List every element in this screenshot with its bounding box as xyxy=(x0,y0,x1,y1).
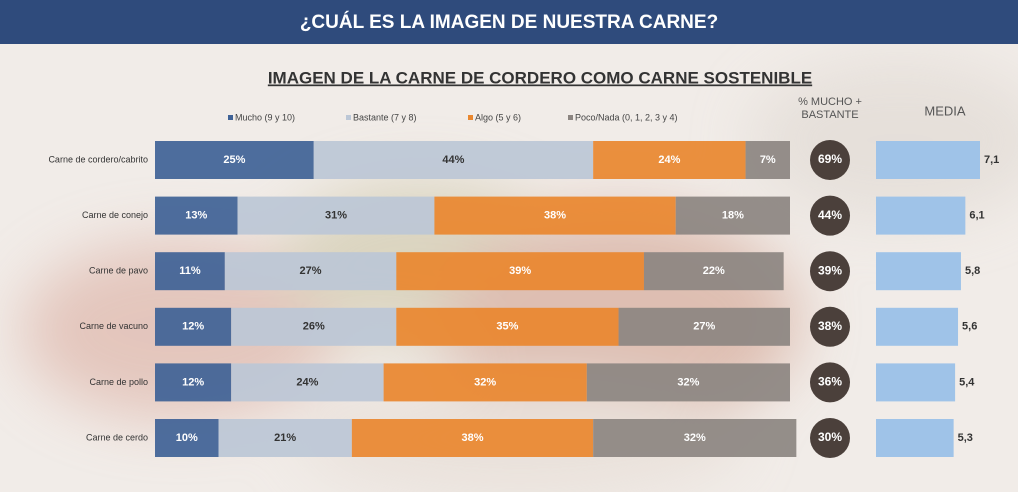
value-label: 32% xyxy=(677,376,699,388)
bar-segment xyxy=(383,363,587,402)
value-label: 32% xyxy=(474,376,496,388)
bar-segment xyxy=(593,141,746,179)
media-bar xyxy=(876,363,956,402)
media-bar xyxy=(876,141,980,179)
bar-segment xyxy=(155,252,225,291)
value-label: 39% xyxy=(509,265,531,277)
bar-segment xyxy=(643,252,784,291)
value-label: 38% xyxy=(544,210,566,222)
bar-segment xyxy=(351,419,594,457)
bar-segment xyxy=(231,307,397,346)
value-label: 10% xyxy=(176,432,198,444)
bar-segment xyxy=(231,363,384,402)
bar-segment xyxy=(155,141,314,179)
value-label: 11% xyxy=(179,265,201,277)
value-label: 24% xyxy=(658,154,680,166)
legend-swatch xyxy=(468,115,473,120)
category-label: Carne de vacuno xyxy=(79,321,148,331)
value-label: 24% xyxy=(296,376,318,388)
media-bar xyxy=(876,252,961,291)
value-label: 35% xyxy=(496,321,518,333)
bar-segment xyxy=(155,307,232,346)
bar-segment xyxy=(155,363,232,402)
total-circle xyxy=(810,251,850,292)
media-title: MEDIA xyxy=(924,103,966,118)
total-circle xyxy=(810,195,850,236)
total-circle xyxy=(810,418,850,458)
media-bar xyxy=(876,307,959,346)
bar-segment xyxy=(593,419,797,457)
value-label: 27% xyxy=(693,321,715,333)
value-label: 27% xyxy=(300,265,322,277)
value-label: 21% xyxy=(274,432,296,444)
value-label: 44% xyxy=(442,154,464,166)
category-label: Carne de pollo xyxy=(89,377,148,387)
value-label: 18% xyxy=(722,210,744,222)
bar-segment xyxy=(745,141,790,179)
bar-segment xyxy=(396,252,644,291)
bar-segment xyxy=(237,196,435,235)
bar-segment xyxy=(396,307,619,346)
value-label: 31% xyxy=(325,210,347,222)
value-label: 13% xyxy=(185,210,207,222)
bar-segment xyxy=(434,196,676,235)
category-label: Carne de pavo xyxy=(89,266,148,276)
bar-segment xyxy=(313,141,594,179)
value-label: 32% xyxy=(684,432,706,444)
legend-label: Algo (5 y 6) xyxy=(475,112,521,122)
totals-title: % MUCHO + BASTANTE xyxy=(798,96,862,121)
category-label: Carne de cerdo xyxy=(86,432,148,442)
bar-segment xyxy=(155,419,219,457)
bar-segment xyxy=(218,419,352,457)
value-label: 38% xyxy=(461,432,483,444)
legend-swatch xyxy=(228,115,233,120)
total-label: 30% xyxy=(818,430,842,444)
total-circle xyxy=(810,140,850,180)
bar-segment xyxy=(618,307,790,346)
total-label: 39% xyxy=(818,263,842,277)
value-label: 12% xyxy=(182,321,204,333)
legend-label: Mucho (9 y 10) xyxy=(235,112,295,122)
bar-segment xyxy=(224,252,397,291)
value-label: 12% xyxy=(182,376,204,388)
total-circle xyxy=(810,306,850,347)
chart-title: IMAGEN DE LA CARNE DE CORDERO COMO CARNE… xyxy=(268,68,812,87)
media-label: 7,1 xyxy=(984,154,999,166)
total-label: 69% xyxy=(818,152,842,166)
value-label: 7% xyxy=(760,154,776,166)
media-label: 5,4 xyxy=(959,376,975,388)
bar-segment xyxy=(155,196,238,235)
legend-label: Bastante (7 y 8) xyxy=(353,112,417,122)
media-bar xyxy=(876,196,966,235)
media-label: 5,8 xyxy=(965,265,980,277)
header-bar xyxy=(0,0,1018,44)
category-label: Carne de conejo xyxy=(82,210,148,220)
media-label: 5,3 xyxy=(958,432,973,444)
media-label: 6,1 xyxy=(969,210,984,222)
legend-swatch xyxy=(346,115,351,120)
media-label: 5,6 xyxy=(962,321,977,333)
value-label: 25% xyxy=(223,154,245,166)
total-label: 38% xyxy=(818,319,842,333)
total-circle xyxy=(810,362,850,403)
category-label: Carne de cordero/cabrito xyxy=(48,154,148,164)
total-label: 36% xyxy=(818,375,842,389)
bar-segment xyxy=(586,363,790,402)
total-label: 44% xyxy=(818,208,842,222)
bar-segment xyxy=(675,196,790,235)
media-bar xyxy=(876,419,954,457)
legend-label: Poco/Nada (0, 1, 2, 3 y 4) xyxy=(575,112,678,122)
header: ¿CUÁL ES LA IMAGEN DE NUESTRA CARNE? xyxy=(300,11,718,33)
value-label: 22% xyxy=(703,265,725,277)
legend-swatch xyxy=(568,115,573,120)
value-label: 26% xyxy=(303,321,325,333)
